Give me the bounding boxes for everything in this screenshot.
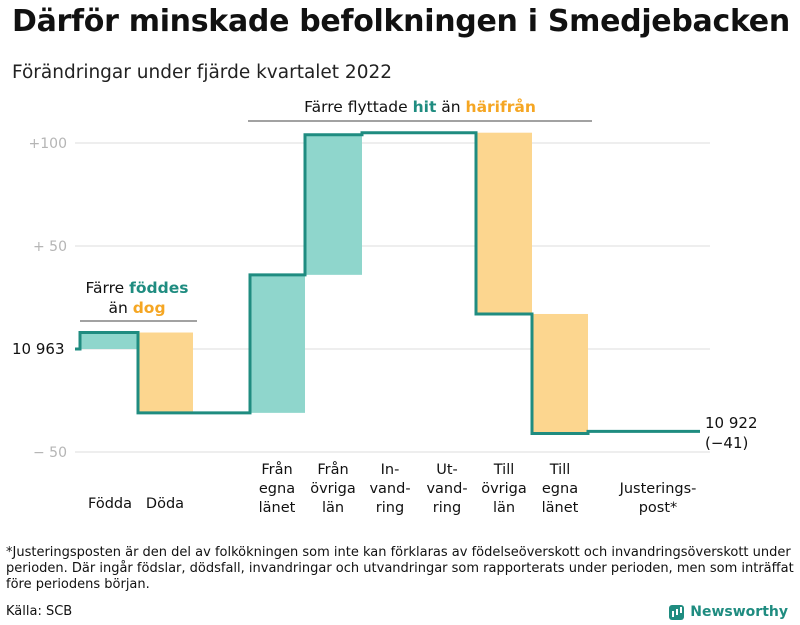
start-value-label: 10 963	[12, 340, 65, 358]
x-category-label: Från övriga län	[310, 461, 356, 516]
y-tick-label: − 50	[33, 445, 67, 461]
x-category-label: Födda	[88, 496, 132, 512]
end-value-label: 10 922	[705, 414, 758, 432]
newsworthy-icon	[669, 604, 685, 620]
x-category-label: Till övriga län	[481, 462, 527, 516]
x-category-label: Från egna länet	[259, 461, 296, 516]
brand-name: Newsworthy	[690, 604, 788, 620]
annotation-migration: Färre flyttade hit än härifrån	[304, 97, 536, 116]
bar-decrease	[532, 313, 588, 434]
x-category-label: Döda	[146, 496, 184, 512]
annotation-birth-line1: Färre föddes	[86, 279, 189, 297]
y-tick-label: + 50	[33, 239, 67, 255]
chart-subtitle: Förändringar under fjärde kvartalet 2022	[12, 62, 393, 83]
bar-increase	[305, 134, 362, 275]
end-change-label: (−41)	[705, 434, 748, 452]
bar-decrease	[476, 132, 532, 314]
bar-decrease	[138, 332, 193, 413]
source-label: Källa: SCB	[6, 604, 73, 619]
footnote: *Justeringsposten är den del av folkökni…	[6, 545, 794, 592]
y-tick-label: +100	[29, 136, 67, 152]
waterfall-line	[75, 131, 700, 435]
waterfall-chart: +100 + 50 − 50 Färre föddes än dog Färre fly…	[12, 97, 758, 516]
x-category-label: Till egna länet	[542, 462, 579, 516]
bar-increase	[250, 274, 305, 413]
x-category-label: Ut-vand-ring	[426, 462, 467, 516]
x-category-label: In-vand-ring	[369, 462, 410, 516]
bar-increase	[80, 332, 138, 349]
x-category-label: Justerings-post*	[619, 481, 697, 516]
brand-logo[interactable]: Newsworthy	[669, 604, 788, 620]
annotation-birth-line2: än dog	[108, 299, 165, 317]
chart-title: Därför minskade befolkningen i Smedjebac…	[12, 4, 790, 39]
